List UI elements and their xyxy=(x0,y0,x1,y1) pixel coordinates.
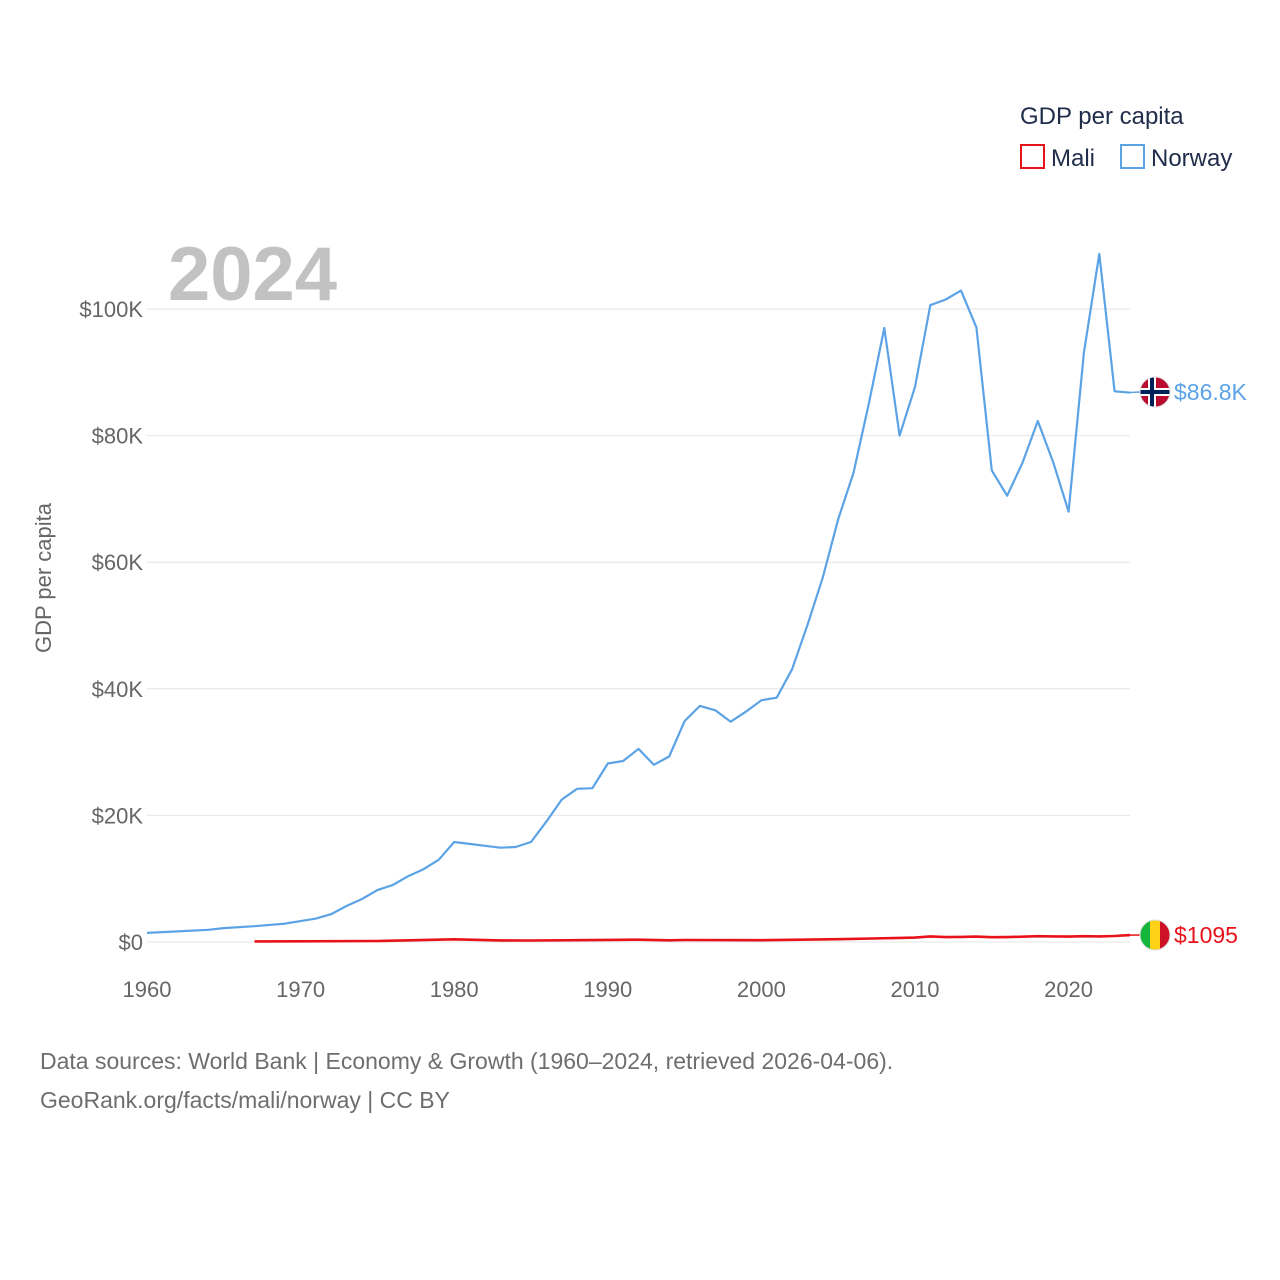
x-tick-label: 2010 xyxy=(890,977,939,1002)
attribution-link[interactable]: GeoRank.org/facts/mali/norway | CC BY xyxy=(40,1087,450,1113)
legend-title: GDP per capita xyxy=(1020,103,1184,130)
y-tick-label: $20K xyxy=(92,803,144,828)
series-line-norway[interactable] xyxy=(146,252,1131,934)
legend-swatch-mali[interactable] xyxy=(1020,144,1045,169)
y-tick-label: $40K xyxy=(92,677,144,702)
x-tick-label: 1990 xyxy=(583,977,632,1002)
end-label-norway: $86.8K xyxy=(1174,379,1248,405)
grid-lines xyxy=(147,308,1130,943)
series-lines xyxy=(146,252,1131,943)
end-labels: $1095 $86.8K xyxy=(1129,376,1248,951)
legend-label-norway[interactable]: Norway xyxy=(1151,145,1232,172)
legend-label-mali[interactable]: Mali xyxy=(1051,145,1095,172)
y-axis-label: GDP per capita xyxy=(31,502,56,653)
year-label: 2024 xyxy=(168,232,337,317)
x-tick-label: 2020 xyxy=(1044,977,1093,1002)
x-tick-label: 1980 xyxy=(430,977,479,1002)
y-tick-label: $100K xyxy=(79,297,143,322)
mali-flag-icon xyxy=(1139,919,1171,951)
end-leader-norway xyxy=(1129,391,1141,394)
y-axis-ticks: $0 $20K $40K $60K $80K $100K xyxy=(79,297,143,955)
norway-flag-icon xyxy=(1139,376,1171,408)
x-tick-label: 2000 xyxy=(737,977,786,1002)
x-axis-ticks: 1960 1970 1980 1990 2000 2010 2020 xyxy=(123,977,1094,1002)
legend[interactable]: GDP per capita Mali Norway xyxy=(1020,103,1232,172)
end-label-mali: $1095 xyxy=(1174,922,1238,948)
y-tick-label: $60K xyxy=(92,550,144,575)
y-tick-label: $0 xyxy=(119,930,143,955)
legend-swatch-norway[interactable] xyxy=(1120,144,1145,169)
x-tick-label: 1970 xyxy=(276,977,325,1002)
data-sources-text: Data sources: World Bank | Economy & Gro… xyxy=(40,1048,894,1074)
series-line-mali[interactable] xyxy=(254,933,1131,943)
x-tick-label: 1960 xyxy=(123,977,172,1002)
y-tick-label: $80K xyxy=(92,424,144,449)
footer: Data sources: World Bank | Economy & Gro… xyxy=(40,1042,893,1120)
